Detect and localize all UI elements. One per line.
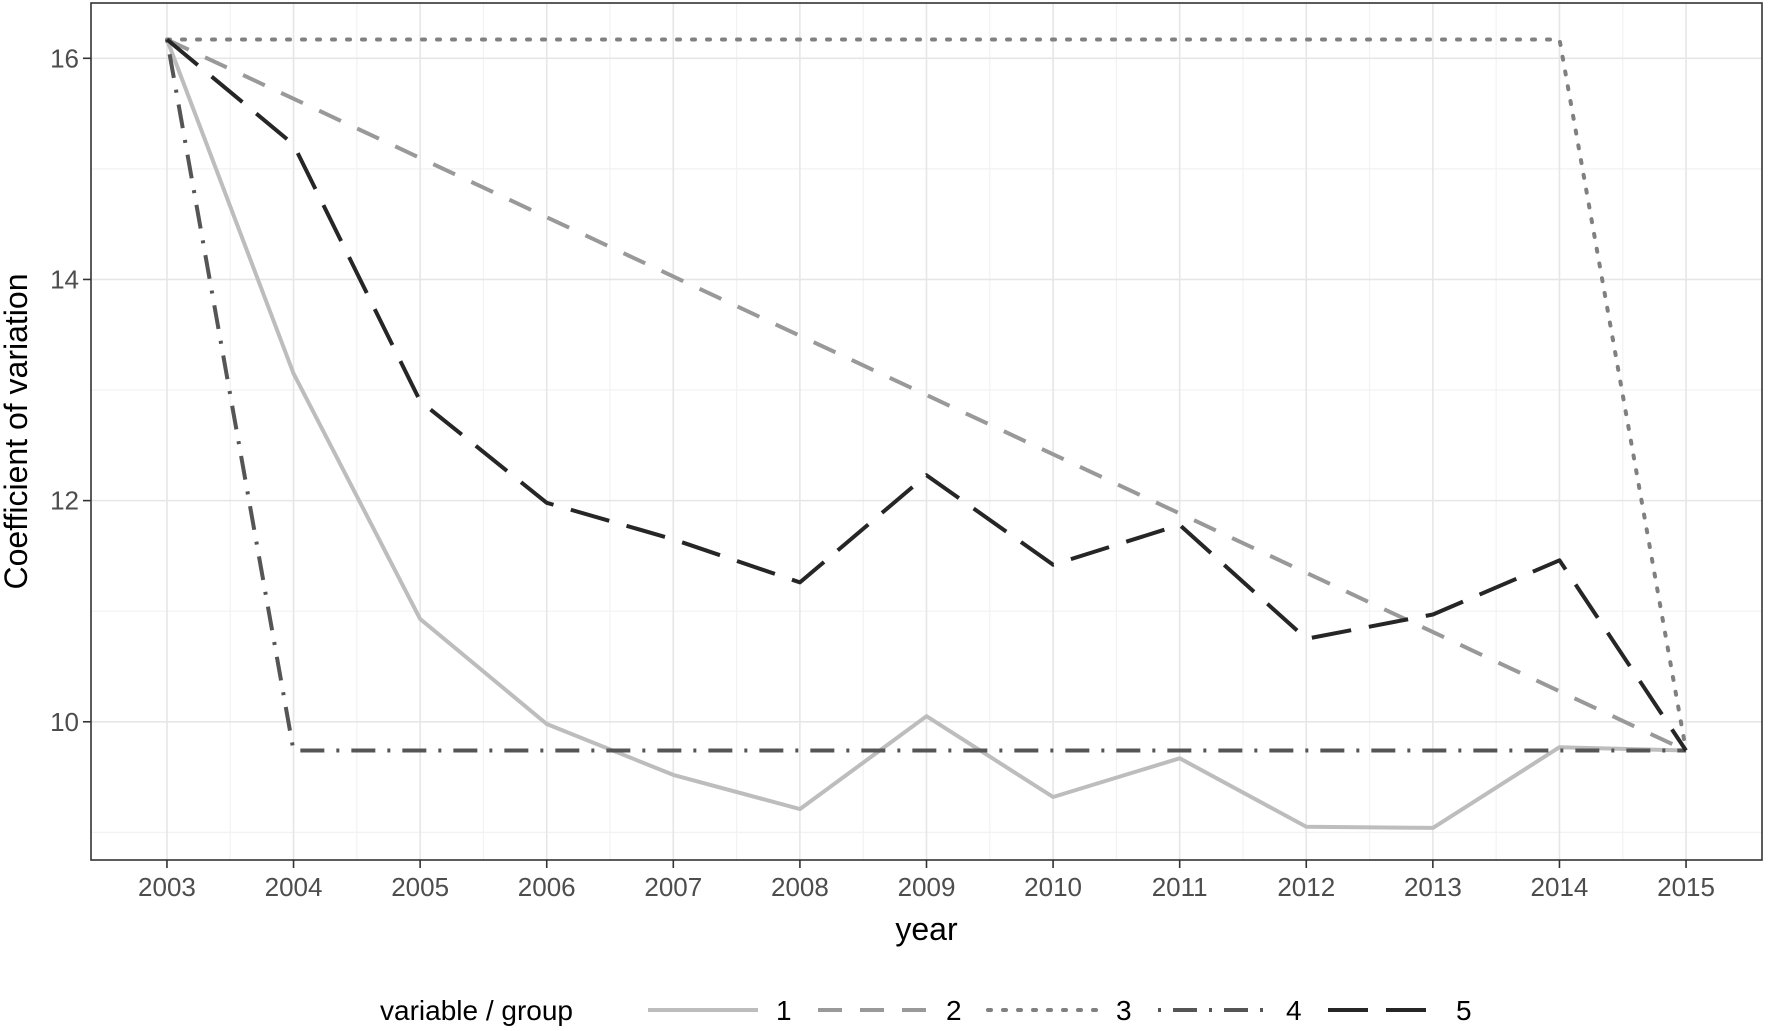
series-line-3 bbox=[165, 37, 1688, 753]
y-axis: 10 12 14 16 bbox=[50, 43, 91, 737]
x-axis: 2003 2004 2005 2006 2007 2008 2009 2010 2011 2012… bbox=[138, 860, 1715, 902]
y-tick-label: 16 bbox=[50, 43, 79, 73]
x-tick-label: 2008 bbox=[771, 872, 829, 902]
legend: variable / group 1 2 3 4 5 bbox=[380, 995, 1472, 1026]
legend-label-1: 1 bbox=[776, 995, 792, 1026]
x-tick-label: 2014 bbox=[1531, 872, 1589, 902]
legend-label-2: 2 bbox=[946, 995, 962, 1026]
y-axis-title: Coefficient of variation bbox=[0, 273, 34, 589]
series-line-4 bbox=[165, 39, 1686, 753]
x-tick-label: 2006 bbox=[518, 872, 576, 902]
x-tick-label: 2010 bbox=[1024, 872, 1082, 902]
y-tick-label: 12 bbox=[50, 486, 79, 516]
y-tick-label: 10 bbox=[50, 707, 79, 737]
series-lines bbox=[165, 37, 1688, 830]
series-line-1 bbox=[165, 38, 1687, 830]
x-tick-label: 2012 bbox=[1277, 872, 1335, 902]
major-gridlines bbox=[91, 3, 1762, 860]
x-tick-label: 2011 bbox=[1152, 872, 1208, 902]
x-axis-title: year bbox=[895, 911, 958, 947]
series-line-2 bbox=[166, 37, 1687, 753]
x-tick-label: 2004 bbox=[265, 872, 323, 902]
x-tick-label: 2013 bbox=[1404, 872, 1462, 902]
x-tick-label: 2005 bbox=[391, 872, 449, 902]
x-tick-label: 2009 bbox=[898, 872, 956, 902]
x-tick-label: 2003 bbox=[138, 872, 196, 902]
series-line-5 bbox=[165, 37, 1688, 752]
legend-label-5: 5 bbox=[1456, 995, 1472, 1026]
legend-label-4: 4 bbox=[1286, 995, 1302, 1026]
legend-title: variable / group bbox=[380, 995, 573, 1026]
y-tick-label: 14 bbox=[50, 264, 79, 294]
legend-label-3: 3 bbox=[1116, 995, 1132, 1026]
x-tick-label: 2007 bbox=[644, 872, 702, 902]
x-tick-label: 2015 bbox=[1657, 872, 1715, 902]
